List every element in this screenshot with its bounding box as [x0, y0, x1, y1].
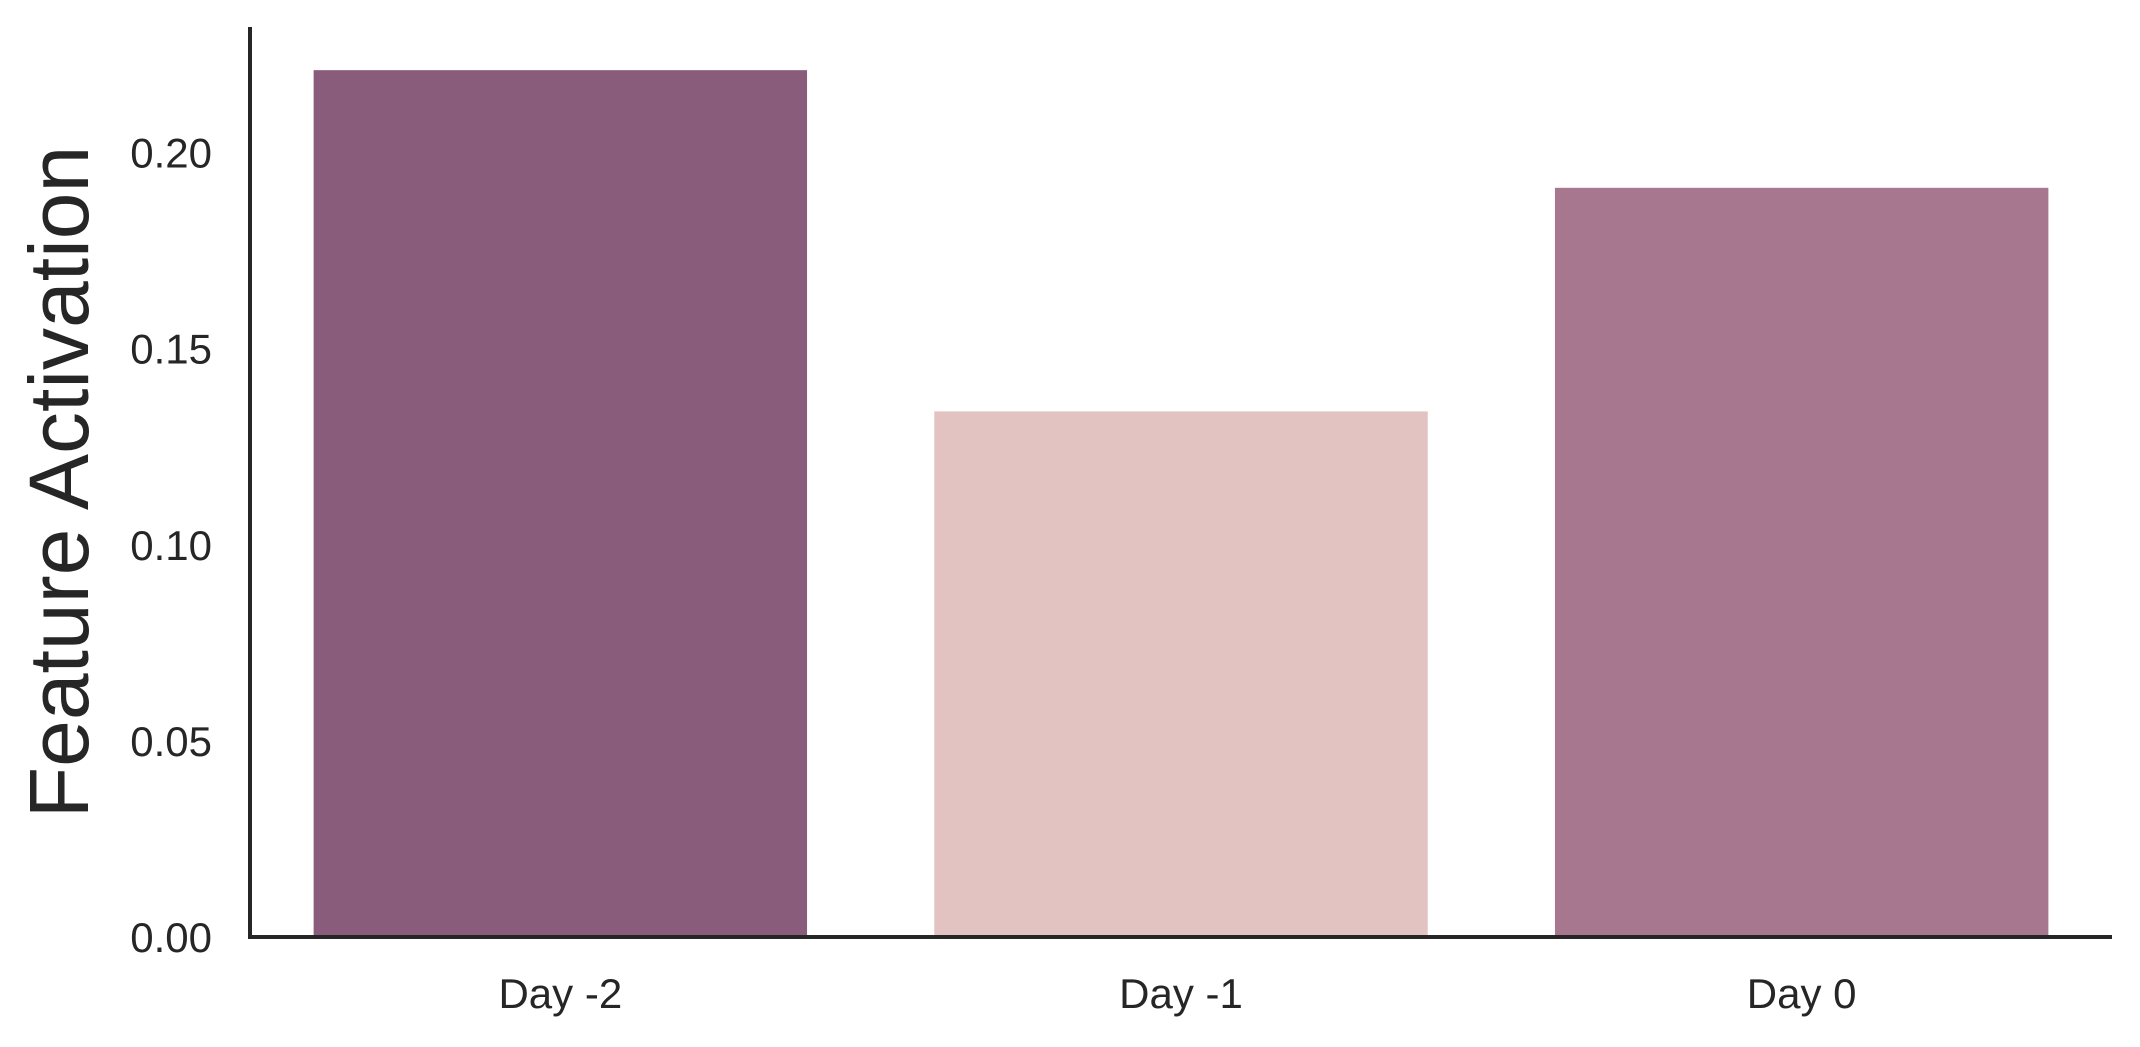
y-tick-label: 0.15: [130, 326, 212, 373]
x-axis-ticks: Day -2 Day -1 Day 0: [498, 970, 1856, 1017]
y-tick-label: 0.10: [130, 522, 212, 569]
bar-dayminus1: [934, 411, 1428, 937]
bar-day0: [1554, 187, 2049, 937]
y-axis-ticks: 0.00 0.05 0.10 0.15 0.20: [130, 130, 212, 961]
y-tick-label: 0.20: [130, 130, 212, 177]
x-tick-label: Day -1: [1119, 970, 1243, 1017]
x-tick-label: Day -2: [498, 970, 622, 1017]
y-axis-label: Feature Activation: [12, 146, 106, 818]
y-tick-label: 0.00: [130, 914, 212, 961]
x-tick-label: Day 0: [1747, 970, 1857, 1017]
y-tick-label: 0.05: [130, 718, 212, 765]
bars-layer: [313, 70, 2049, 938]
bar-dayminus2: [313, 70, 808, 938]
